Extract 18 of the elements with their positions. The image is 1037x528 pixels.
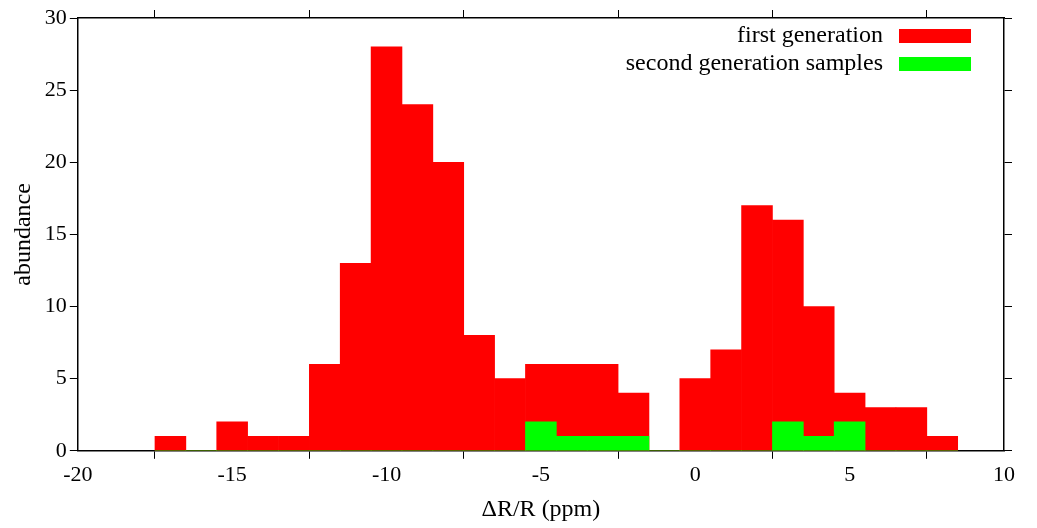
x-axis-title: ΔR/R (ppm) xyxy=(481,494,601,521)
y-axis-title: abundance xyxy=(8,183,35,286)
y-tick-label: 30 xyxy=(44,3,67,29)
legend-label: first generation xyxy=(737,21,883,48)
y-tick-label: 25 xyxy=(44,75,67,101)
legend-label: second generation samples xyxy=(625,49,883,76)
y-tick-label: 0 xyxy=(55,436,67,462)
x-tick-label: -15 xyxy=(217,460,247,486)
y-tick-label: 5 xyxy=(55,364,67,390)
y-tick-label: 10 xyxy=(44,292,67,318)
x-tick-label: -10 xyxy=(371,460,402,486)
x-tick-label: -20 xyxy=(63,460,93,486)
y-tick-label: 15 xyxy=(44,220,67,246)
y-tick-label: 20 xyxy=(44,148,67,174)
x-tick-label: 10 xyxy=(993,460,1015,486)
x-tick-label: 0 xyxy=(689,460,701,486)
x-tick-label: 5 xyxy=(844,460,856,486)
x-tick-label: -5 xyxy=(531,460,551,486)
